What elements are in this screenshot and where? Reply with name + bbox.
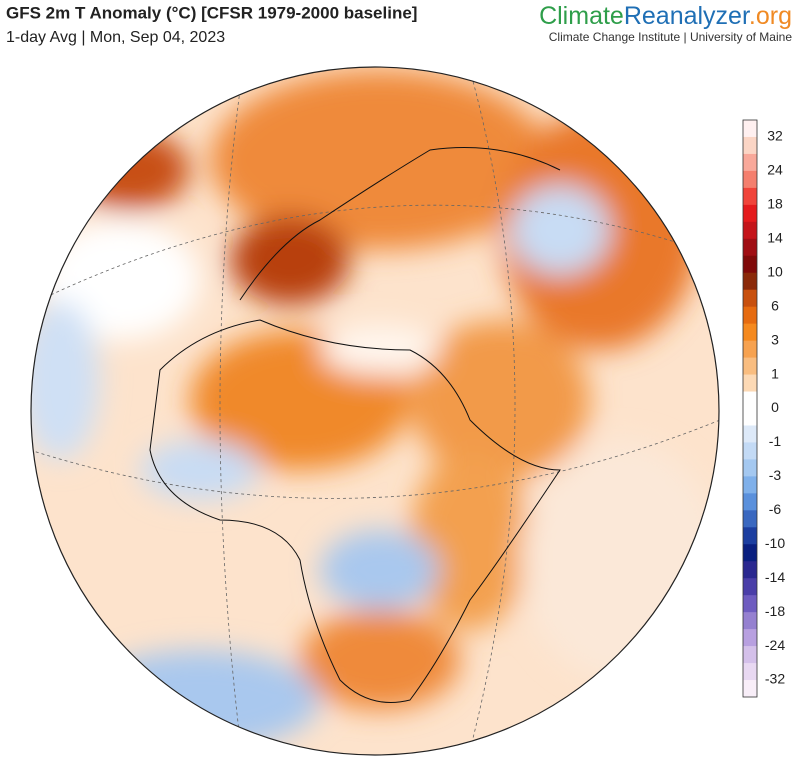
colorbar-swatch — [743, 391, 757, 409]
globe — [31, 67, 719, 755]
colorbar-label: 18 — [767, 196, 783, 212]
colorbar-swatch — [743, 442, 757, 460]
colorbar-swatch — [743, 340, 757, 359]
colorbar-swatch — [743, 204, 757, 223]
colorbar-swatch — [743, 680, 757, 698]
colorbar-swatch — [743, 221, 757, 240]
colorbar-label: 14 — [767, 229, 783, 245]
colorbar-swatch — [743, 238, 757, 257]
colorbar-swatch — [743, 629, 757, 647]
coastlines — [149, 147, 561, 703]
colorbar-label: -18 — [765, 603, 785, 619]
colorbar-label: 10 — [767, 263, 783, 279]
colorbar-frame — [742, 119, 758, 698]
colorbar-label: -24 — [765, 637, 785, 653]
subtitle: 1-day Avg | Mon, Sep 04, 2023 — [6, 29, 225, 46]
title: GFS 2m T Anomaly (°C) [CFSR 1979-2000 ba… — [6, 3, 417, 22]
globe-outline — [30, 66, 720, 756]
colorbar-swatch — [743, 612, 757, 630]
colorbar-swatch — [743, 578, 757, 596]
colorbar-swatch — [743, 289, 757, 308]
colorbar-swatch — [743, 408, 757, 426]
logo-part: Climate — [539, 2, 624, 30]
colorbar-swatch — [743, 476, 757, 494]
colorbar-swatch — [743, 595, 757, 613]
colorbar-swatch — [743, 425, 757, 443]
colorbar-label: 1 — [771, 365, 779, 381]
colorbar-swatch — [743, 323, 757, 342]
colorbar-swatch — [743, 187, 757, 206]
colorbar-swatch — [743, 306, 757, 325]
colorbar-swatch — [743, 510, 757, 528]
colorbar-label: -14 — [765, 569, 785, 585]
colorbar-label: 24 — [767, 162, 783, 178]
colorbar-swatch — [743, 493, 757, 511]
colorbar-swatch — [743, 120, 757, 138]
colorbar-label: -10 — [765, 535, 785, 551]
logo-part: Reanalyzer — [624, 2, 750, 30]
colorbar-swatch — [743, 357, 757, 376]
colorbar-swatch — [743, 170, 757, 189]
colorbar-swatch — [743, 646, 757, 664]
logo: ClimateReanalyzer.org — [539, 2, 792, 30]
colorbar-swatch — [743, 663, 757, 681]
colorbar-swatch — [743, 374, 757, 393]
logo-tagline: Climate Change Institute | University of… — [549, 30, 793, 44]
colorbar-label: 32 — [767, 128, 783, 144]
graticule — [31, 69, 719, 751]
colorbar-label: 6 — [771, 297, 779, 313]
colorbar-swatch — [743, 153, 757, 172]
colorbar-swatch — [743, 544, 757, 562]
colorbar-label: -1 — [769, 433, 782, 449]
colorbar-label: -32 — [765, 671, 785, 687]
colorbar-label: 0 — [771, 399, 779, 415]
colorbar-swatch — [743, 459, 757, 477]
logo-part: .org — [749, 2, 792, 30]
colorbar-swatch — [743, 561, 757, 579]
colorbar-swatch — [743, 272, 757, 291]
colorbar-swatch — [743, 136, 757, 155]
colorbar-label: -6 — [769, 501, 782, 517]
colorbar-swatch — [743, 255, 757, 274]
colorbar-label: 3 — [771, 331, 779, 347]
colorbar-swatch — [743, 527, 757, 545]
colorbar-label: -3 — [769, 467, 782, 483]
